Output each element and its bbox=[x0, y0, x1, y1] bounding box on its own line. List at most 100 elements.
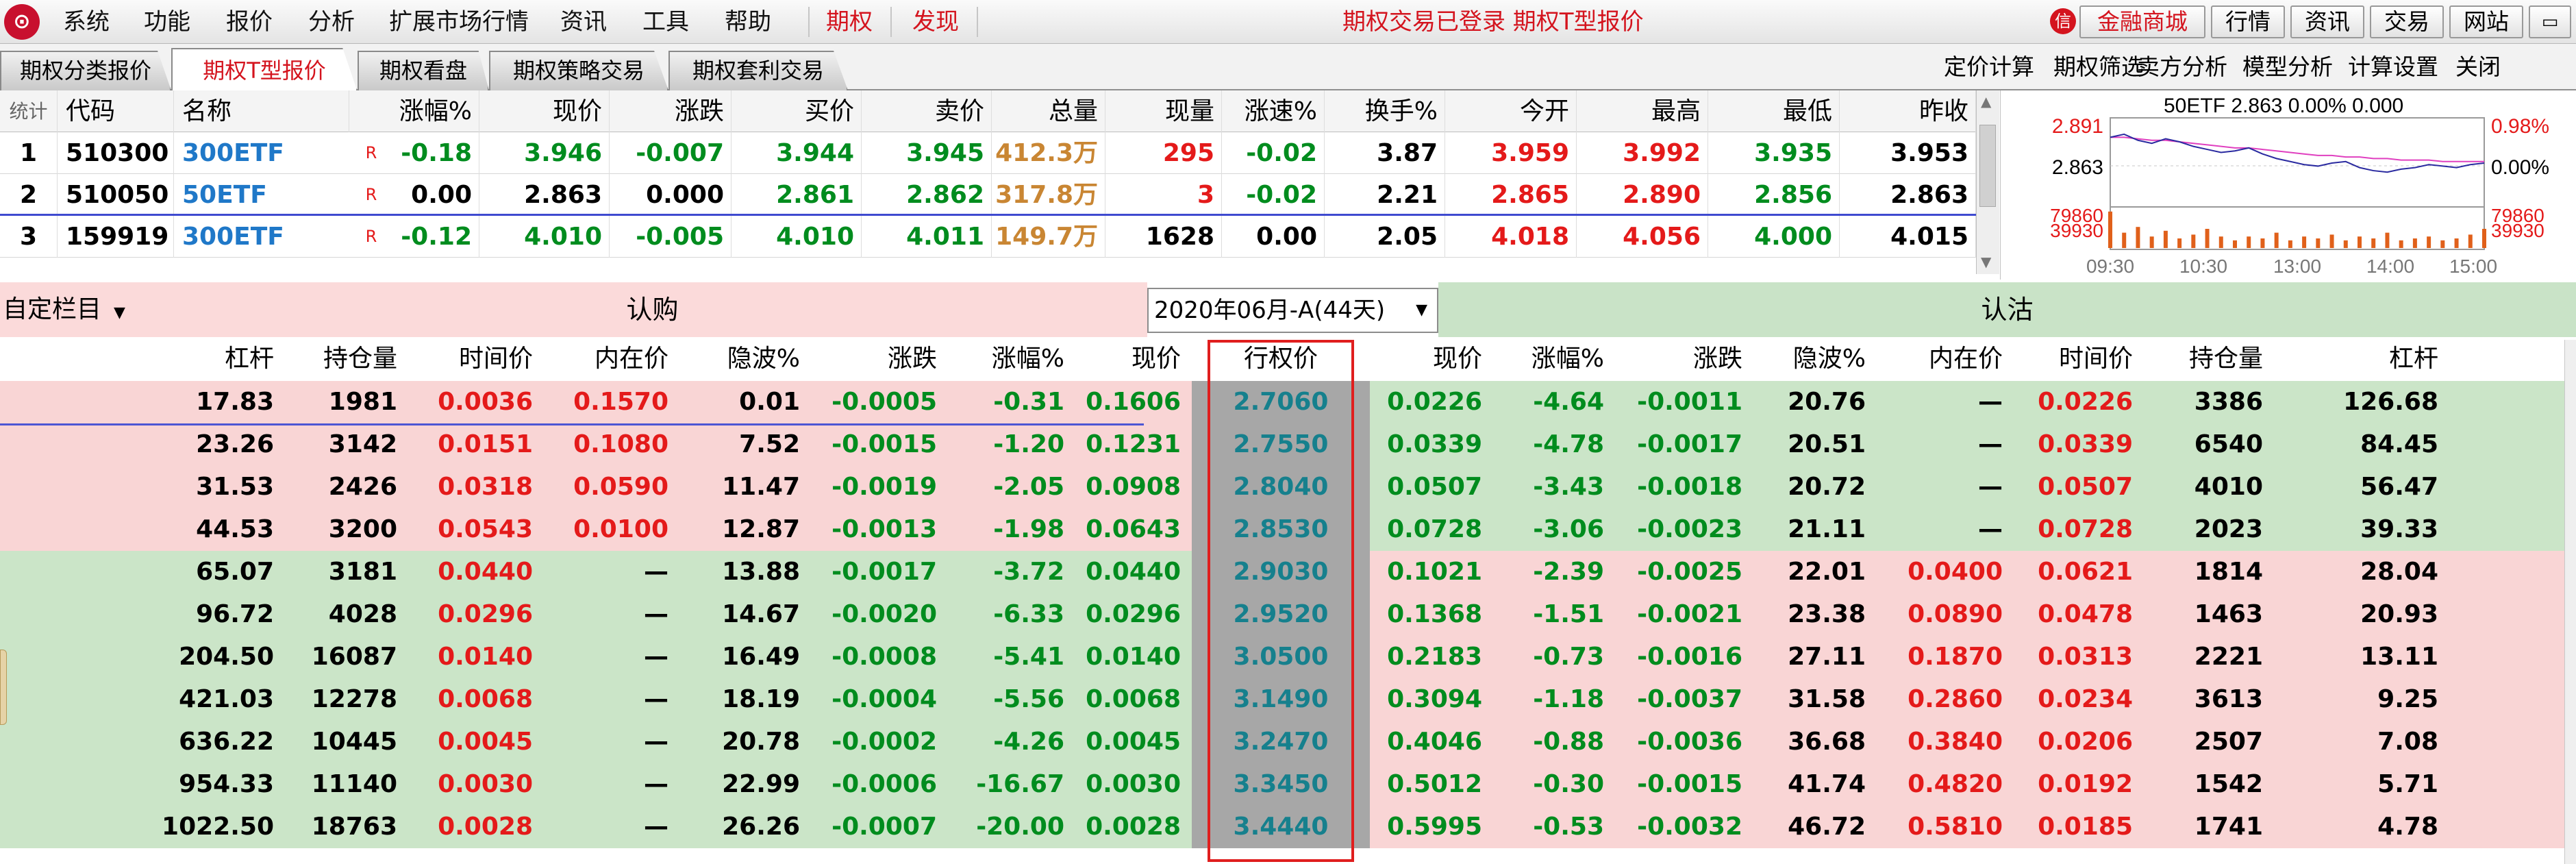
put-iv-header[interactable]: 隐波% bbox=[1792, 345, 1866, 373]
put-leverage-value[interactable]: 20.93 bbox=[2360, 600, 2438, 628]
col-high-header[interactable]: 最高 bbox=[1577, 90, 1708, 132]
call-intrinsic-header[interactable]: 内在价 bbox=[594, 345, 668, 373]
put-open-interest-value[interactable]: 2221 bbox=[2194, 643, 2263, 671]
trade-button[interactable]: 交易 bbox=[2370, 5, 2444, 38]
strike-price-value[interactable]: 2.9030 bbox=[1192, 551, 1370, 593]
put-price-value[interactable]: 0.3094 bbox=[1387, 685, 1482, 713]
put-chg-pct-value[interactable]: -3.06 bbox=[1533, 515, 1604, 543]
call-open-interest-value[interactable]: 2426 bbox=[328, 473, 397, 501]
call-open-interest-header[interactable]: 持仓量 bbox=[323, 345, 397, 373]
option-row[interactable]: 17.83 1981 0.0036 0.1570 0.01 -0.0005 -0.31 0.1… bbox=[0, 381, 2576, 423]
custom-columns-button[interactable]: 自定栏目 ▼ bbox=[0, 282, 158, 337]
put-chg-pct-value[interactable]: -4.64 bbox=[1533, 388, 1604, 416]
put-chg-value[interactable]: -0.0025 bbox=[1637, 558, 1742, 586]
put-iv-value[interactable]: 46.72 bbox=[1788, 813, 1866, 841]
call-price-value[interactable]: 0.0030 bbox=[1086, 770, 1181, 798]
call-chg-pct-value[interactable]: -5.56 bbox=[993, 685, 1064, 713]
option-row[interactable]: 204.50 16087 0.0140 — 16.49 -0.0008 -5.41 0.014… bbox=[0, 636, 2576, 678]
put-chg-pct-value[interactable]: -4.78 bbox=[1533, 430, 1604, 458]
call-leverage-value[interactable]: 636.22 bbox=[179, 728, 274, 756]
put-leverage-value[interactable]: 7.08 bbox=[2377, 728, 2438, 756]
put-time-value-value[interactable]: 0.0206 bbox=[2038, 728, 2133, 756]
call-open-interest-value[interactable]: 3181 bbox=[328, 558, 397, 586]
call-open-interest-value[interactable]: 16087 bbox=[311, 643, 397, 671]
put-chg-pct-value[interactable]: -0.73 bbox=[1533, 643, 1604, 671]
call-open-interest-value[interactable]: 3142 bbox=[328, 430, 397, 458]
scroll-up-icon[interactable]: ▲ bbox=[1981, 93, 1992, 110]
call-open-interest-value[interactable]: 18763 bbox=[311, 813, 397, 841]
call-iv-value[interactable]: 20.78 bbox=[722, 728, 800, 756]
call-leverage-value[interactable]: 421.03 bbox=[179, 685, 274, 713]
call-time-value-value[interactable]: 0.0068 bbox=[438, 685, 533, 713]
put-time-value-value[interactable]: 0.0728 bbox=[2038, 515, 2133, 543]
call-leverage-value[interactable]: 1022.50 bbox=[162, 813, 274, 841]
put-price-value[interactable]: 0.0507 bbox=[1387, 473, 1482, 501]
put-intrinsic-value[interactable]: 0.4820 bbox=[1908, 770, 2003, 798]
put-price-value[interactable]: 0.5012 bbox=[1387, 770, 1482, 798]
put-time-value-value[interactable]: 0.0313 bbox=[2038, 643, 2133, 671]
call-chg-pct-value[interactable]: -1.98 bbox=[993, 515, 1064, 543]
tab-option-category-quote[interactable]: 期权分类报价 bbox=[0, 51, 171, 90]
stats-header[interactable]: 统计 bbox=[0, 90, 58, 132]
col-name-header[interactable]: 名称 bbox=[174, 90, 349, 132]
put-intrinsic-value[interactable]: — bbox=[1978, 515, 2003, 543]
call-price-value[interactable]: 0.0045 bbox=[1086, 728, 1181, 756]
col-cur-volume-header[interactable]: 现量 bbox=[1105, 90, 1222, 132]
minimize-icon[interactable]: ▭ bbox=[2529, 5, 2571, 38]
close-link[interactable]: 关闭 bbox=[2455, 53, 2501, 80]
call-intrinsic-value[interactable]: — bbox=[644, 600, 668, 628]
call-chg-pct-value[interactable]: -20.00 bbox=[976, 813, 1064, 841]
put-time-value-value[interactable]: 0.0621 bbox=[2038, 558, 2133, 586]
call-chg-value[interactable]: -0.0008 bbox=[831, 643, 937, 671]
menu-tools[interactable]: 工具 bbox=[642, 8, 689, 36]
intraday-mini-chart[interactable]: 50ETF 2.863 0.00% 0.000 2.891 2.863 7986… bbox=[2000, 90, 2576, 280]
call-time-value-value[interactable]: 0.0296 bbox=[438, 600, 533, 628]
put-chg-value[interactable]: -0.0015 bbox=[1637, 770, 1742, 798]
call-iv-value[interactable]: 26.26 bbox=[722, 813, 800, 841]
seller-analysis-link[interactable]: 卖方分析 bbox=[2137, 53, 2227, 80]
option-row[interactable]: 31.53 2426 0.0318 0.0590 11.47 -0.0019 -2.05 0.… bbox=[0, 466, 2576, 508]
call-time-value-value[interactable]: 0.0543 bbox=[438, 515, 533, 543]
put-time-value-value[interactable]: 0.0192 bbox=[2038, 770, 2133, 798]
call-chg-value[interactable]: -0.0020 bbox=[831, 600, 937, 628]
call-chg-pct-value[interactable]: -16.67 bbox=[976, 770, 1064, 798]
quote-row[interactable]: 2 510050 50ETF R 0.00 2.863 0.000 2.861 … bbox=[0, 174, 1976, 216]
call-intrinsic-value[interactable]: 0.1570 bbox=[573, 388, 668, 416]
call-time-value-value[interactable]: 0.0030 bbox=[438, 770, 533, 798]
pricing-calc-link[interactable]: 定价计算 bbox=[1944, 53, 2034, 80]
call-intrinsic-value[interactable]: — bbox=[644, 770, 668, 798]
call-open-interest-value[interactable]: 4028 bbox=[328, 600, 397, 628]
put-open-interest-value[interactable]: 1814 bbox=[2194, 558, 2263, 586]
put-chg-pct-value[interactable]: -3.43 bbox=[1533, 473, 1604, 501]
calc-settings-link[interactable]: 计算设置 bbox=[2348, 53, 2438, 80]
put-time-value-value[interactable]: 0.0185 bbox=[2038, 813, 2133, 841]
menu-help[interactable]: 帮助 bbox=[725, 8, 771, 36]
expiry-select[interactable]: 2020年06月-A(44天) ▼ bbox=[1147, 288, 1438, 333]
call-open-interest-value[interactable]: 3200 bbox=[328, 515, 397, 543]
col-price-header[interactable]: 现价 bbox=[479, 90, 610, 132]
call-leverage-value[interactable]: 17.83 bbox=[196, 388, 274, 416]
put-intrinsic-value[interactable]: 0.2860 bbox=[1908, 685, 2003, 713]
call-iv-value[interactable]: 14.67 bbox=[722, 600, 800, 628]
put-leverage-value[interactable]: 9.25 bbox=[2377, 685, 2438, 713]
put-iv-value[interactable]: 31.58 bbox=[1788, 685, 1866, 713]
call-chg-value[interactable]: -0.0007 bbox=[831, 813, 937, 841]
put-time-value-value[interactable]: 0.0339 bbox=[2038, 430, 2133, 458]
col-prev-close-header[interactable]: 昨收 bbox=[1840, 90, 1976, 132]
menu-analysis[interactable]: 分析 bbox=[308, 8, 355, 36]
call-price-value[interactable]: 0.1231 bbox=[1086, 430, 1181, 458]
put-intrinsic-value[interactable]: 0.1870 bbox=[1908, 643, 2003, 671]
call-leverage-value[interactable]: 954.33 bbox=[179, 770, 274, 798]
option-row[interactable]: 96.72 4028 0.0296 — 14.67 -0.0020 -6.33 0.0296 2… bbox=[0, 593, 2576, 636]
call-chg-value[interactable]: -0.0006 bbox=[831, 770, 937, 798]
call-chg-pct-value[interactable]: -6.33 bbox=[993, 600, 1064, 628]
tab-option-t-quote[interactable]: 期权T型报价 bbox=[171, 48, 358, 92]
put-open-interest-header[interactable]: 持仓量 bbox=[2188, 345, 2263, 373]
call-chg-value[interactable]: -0.0015 bbox=[831, 430, 937, 458]
put-iv-value[interactable]: 20.72 bbox=[1788, 473, 1866, 501]
call-iv-header[interactable]: 隐波% bbox=[727, 345, 800, 373]
option-row[interactable]: 421.03 12278 0.0068 — 18.19 -0.0004 -5.56 0.006… bbox=[0, 678, 2576, 721]
put-leverage-value[interactable]: 28.04 bbox=[2360, 558, 2438, 586]
put-price-value[interactable]: 0.1021 bbox=[1387, 558, 1482, 586]
tab-option-arbitrage-trade[interactable]: 期权套利交易 bbox=[668, 51, 848, 90]
